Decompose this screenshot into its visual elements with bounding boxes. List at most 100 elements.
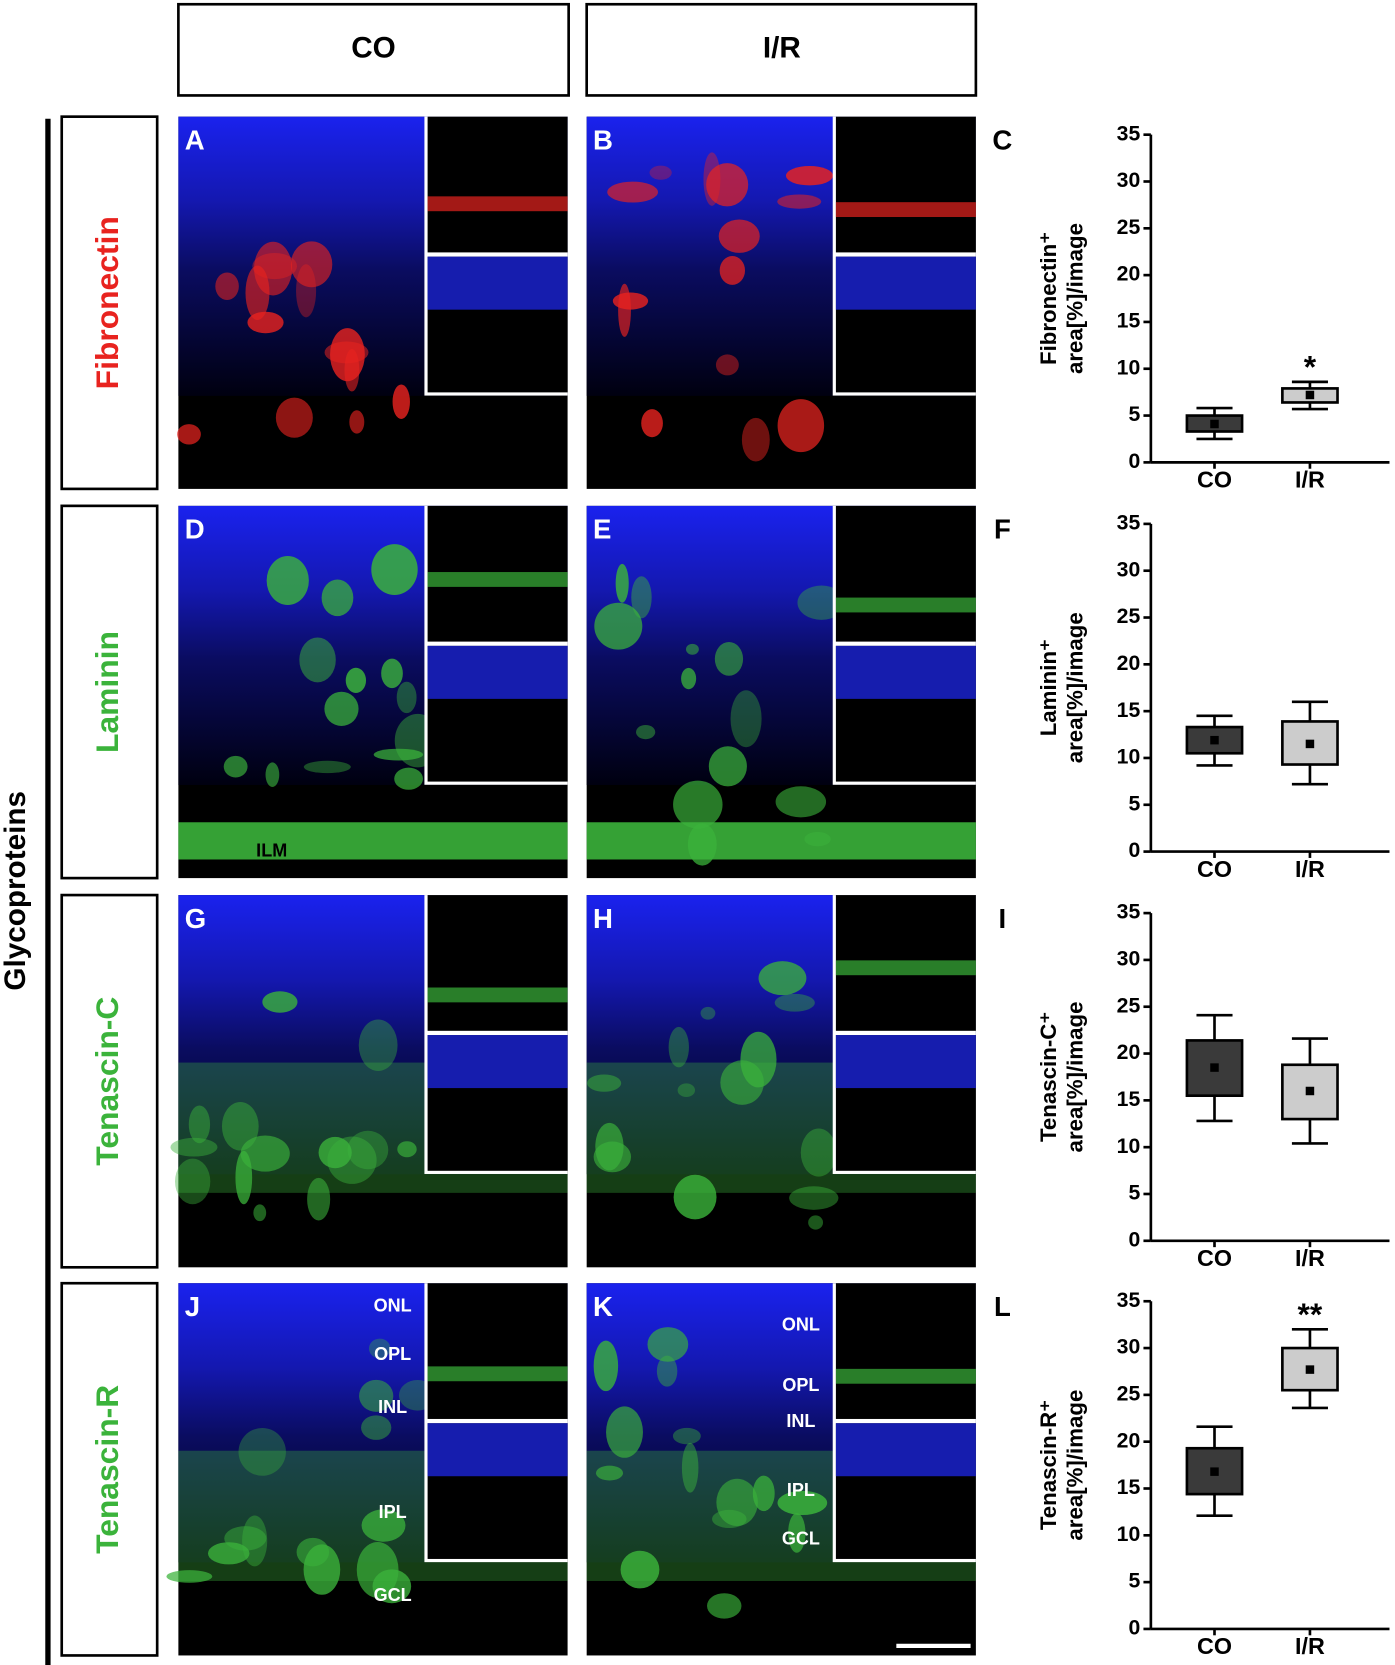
stain-blob: [177, 424, 201, 445]
layer-annotation: IPL: [379, 1502, 407, 1522]
stain-blob: [349, 410, 365, 434]
x-tick-label: I/R: [1295, 467, 1325, 493]
y-axis-label: area[%]/image: [1063, 1001, 1088, 1152]
y-tick-label: 0: [1128, 1617, 1140, 1640]
panel-letter: J: [185, 1291, 200, 1322]
stain-blob: [587, 1074, 622, 1092]
y-tick-label: 35: [1117, 1289, 1141, 1312]
x-tick-label: CO: [1197, 1633, 1232, 1659]
row-label-box: [60, 1281, 159, 1657]
panel-letter: K: [593, 1291, 613, 1322]
stain-blob: [595, 1465, 624, 1481]
stain-blob: [242, 1515, 268, 1567]
stain-blob: [774, 993, 815, 1012]
stain-blob: [677, 1083, 696, 1098]
column-header: CO: [351, 32, 396, 65]
layer-annotation: IPL: [787, 1480, 815, 1500]
stain-blob: [785, 166, 834, 186]
stain-blob: [361, 1509, 406, 1542]
stain-blob: [240, 1135, 290, 1172]
mean-marker: [1210, 419, 1219, 429]
stain-blob: [254, 241, 293, 296]
stain-blob: [381, 658, 403, 689]
stain-blob: [719, 256, 746, 285]
box: [1185, 725, 1244, 755]
mean-marker: [1210, 1467, 1219, 1476]
y-tick-label: 5: [1128, 1182, 1140, 1205]
stain-blob: [238, 1427, 286, 1476]
row-label-box: [60, 115, 159, 491]
stain-blob: [673, 1174, 717, 1220]
y-axis-label: Tenascin-R⁺: [1036, 1400, 1061, 1530]
y-axis-label: area[%]/image: [1063, 612, 1088, 763]
micrograph: [586, 505, 976, 879]
y-tick-label: 10: [1117, 1135, 1141, 1158]
layer-annotation: ONL: [782, 1314, 820, 1334]
stain-blob: [777, 194, 822, 209]
panel-letter: B: [593, 124, 613, 155]
stain-blob: [649, 165, 672, 180]
inset-dapi-band: [835, 1423, 976, 1477]
inset-stain: [427, 1283, 568, 1419]
inset-stain: [835, 1283, 976, 1419]
y-tick-label: 15: [1117, 699, 1141, 722]
stain-blob: [593, 1340, 619, 1392]
y-tick-label: 0: [1128, 839, 1140, 862]
x-tick-label: I/R: [1295, 1633, 1325, 1659]
stain-blob: [656, 1355, 678, 1387]
inset-stain-band: [835, 597, 976, 613]
stain-blob: [681, 1442, 699, 1493]
x-tick-label: CO: [1197, 856, 1232, 882]
inset-stain-band: [835, 1368, 976, 1384]
stain-blob: [397, 1141, 417, 1158]
y-tick-label: 5: [1128, 1570, 1140, 1593]
inset-stain: [835, 116, 976, 253]
stain-blob: [631, 576, 652, 619]
stain-blob: [715, 354, 739, 376]
stain-blob: [668, 1026, 689, 1068]
row-label: Tenascin-R: [89, 1385, 125, 1554]
inset-stain-band: [835, 960, 976, 976]
mean-marker: [1305, 390, 1315, 400]
stain-blob: [636, 724, 656, 740]
inset-stain: [427, 116, 568, 253]
y-tick-label: 0: [1128, 450, 1140, 473]
y-tick-label: 30: [1117, 558, 1141, 581]
column-header-box: [585, 2, 978, 97]
inset-dapi-band: [835, 256, 976, 310]
stain-blob: [647, 1327, 689, 1362]
y-tick-label: 0: [1128, 1228, 1140, 1251]
panel-letter: D: [185, 514, 205, 545]
y-tick-label: 10: [1117, 1523, 1141, 1546]
stain-blob: [188, 1105, 211, 1144]
y-tick-label: 15: [1117, 310, 1141, 333]
micrograph: [586, 895, 976, 1268]
row-label-box: [60, 504, 159, 880]
panel-letter: E: [593, 514, 611, 545]
mean-marker: [1305, 739, 1315, 749]
stain-blob: [741, 417, 770, 462]
stain-blob: [224, 1526, 267, 1551]
y-axis-label: area[%]/image: [1063, 223, 1088, 374]
y-tick-label: 20: [1117, 263, 1141, 286]
inset-dapi-band: [835, 1035, 976, 1089]
y-tick-label: 30: [1117, 1336, 1141, 1359]
stain-blob: [808, 1215, 824, 1230]
stain-blob: [358, 1019, 398, 1072]
stain-blob: [606, 1406, 643, 1458]
side-label: Glycoproteins: [0, 791, 32, 991]
inset-stain-band: [835, 202, 976, 218]
stain-blob: [321, 579, 354, 617]
y-tick-label: 5: [1128, 792, 1140, 815]
significance: *: [1304, 349, 1317, 385]
stain-blob: [223, 755, 248, 778]
stain-blob: [396, 681, 417, 714]
y-tick-label: 20: [1117, 652, 1141, 675]
row-label: Tenascin-C: [89, 997, 125, 1166]
y-tick-label: 30: [1117, 169, 1141, 192]
stain-blob: [752, 1475, 775, 1512]
stain-blob: [775, 786, 827, 818]
stain-blob: [593, 1141, 632, 1173]
stain-blob: [359, 1379, 394, 1412]
